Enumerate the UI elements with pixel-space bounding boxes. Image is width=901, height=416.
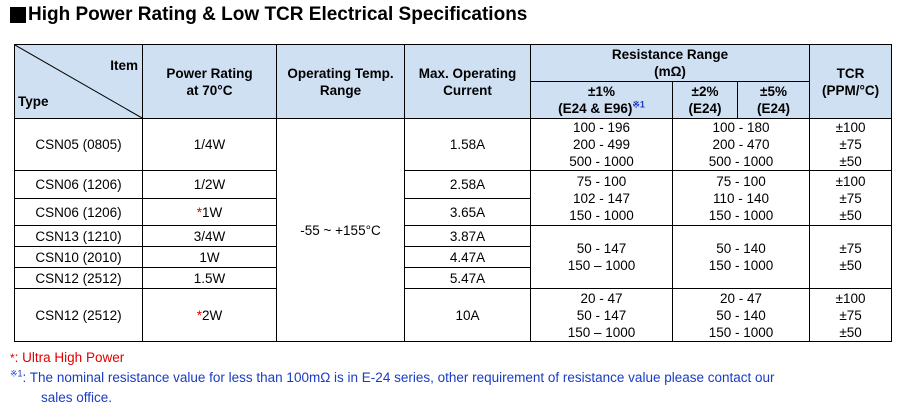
header-tcr: TCR (PPM/°C) — [809, 44, 893, 119]
header-resistance-range: Resistance Range (mΩ) — [529, 44, 811, 82]
table-cell-current: 2.58A — [404, 170, 531, 199]
header-item-label: Item — [110, 58, 138, 73]
table-cell-operating-temp: -55 ~ +155°C — [276, 118, 405, 342]
table-cell-power: 1W — [142, 246, 277, 268]
table-cell-tcr: ±100 ±75 ±50 — [809, 118, 893, 171]
header-operating-temp: Operating Temp. Range — [276, 44, 405, 119]
footnote-sales-office: sales office. — [41, 390, 113, 405]
table-cell-tol1: 20 - 47 50 - 147 150 – 1000 — [530, 288, 673, 342]
table-cell-type: CSN06 (1206) — [14, 198, 143, 226]
spec-table: Item Type Power Rating at 70°C Operating … — [14, 44, 893, 342]
table-cell-current: 3.87A — [404, 225, 531, 247]
header-power-rating: Power Rating at 70°C — [142, 44, 277, 119]
table-cell-power: 3/4W — [142, 225, 277, 247]
header-tol1: ±1% (E24 & E96)※1 — [530, 81, 673, 119]
header-tol2: ±2% (E24) — [672, 81, 738, 119]
table-cell-current: 3.65A — [404, 198, 531, 226]
table-cell-type: CSN13 (1210) — [14, 225, 143, 247]
table-cell-power: 1.5W — [142, 267, 277, 289]
title-square-icon — [10, 7, 26, 23]
table-cell-tol25: 75 - 100 110 - 140 150 - 1000 — [671, 170, 811, 226]
table-cell-power: 1/4W — [142, 118, 277, 171]
table-cell-tcr: ±100 ±75 ±50 — [809, 288, 893, 342]
table-cell-tol1: 75 - 100 102 - 147 150 - 1000 — [530, 170, 673, 226]
table-cell-current: 4.47A — [404, 246, 531, 268]
table-cell-tol1: 100 - 196 200 - 499 500 - 1000 — [530, 118, 673, 171]
page-title-text: High Power Rating & Low TCR Electrical S… — [28, 4, 528, 25]
table-cell-type: CSN06 (1206) — [14, 170, 143, 199]
header-max-current: Max. Operating Current — [404, 44, 531, 119]
footnote-ultra-high-power: *: Ultra High Power — [10, 350, 125, 365]
table-cell-type: CSN12 (2512) — [14, 288, 143, 342]
table-cell-tol25: 50 - 140 150 - 1000 — [671, 225, 811, 289]
diagonal-line — [15, 45, 142, 118]
table-cell-power: *2W — [142, 288, 277, 342]
table-cell-tcr: ±75 ±50 — [809, 225, 893, 289]
header-type-label: Type — [18, 94, 49, 109]
table-cell-type: CSN10 (2010) — [14, 246, 143, 268]
header-item-type: Item Type — [14, 44, 143, 119]
table-cell-power: *1W — [142, 198, 277, 226]
table-cell-type: CSN12 (2512) — [14, 267, 143, 289]
footnote-ref-mark: ※1 — [632, 99, 645, 110]
table-cell-current: 10A — [404, 288, 531, 342]
table-cell-tol1: 50 - 147 150 – 1000 — [530, 225, 673, 289]
table-cell-current: 1.58A — [404, 118, 531, 171]
footnotes: *: Ultra High Power ※1: The nominal resi… — [10, 348, 775, 408]
table-cell-tol25: 20 - 47 50 - 140 150 - 1000 — [671, 288, 811, 342]
page-title: High Power Rating & Low TCR Electrical S… — [10, 4, 527, 26]
table-cell-current: 5.47A — [404, 267, 531, 289]
table-cell-tcr: ±100 ±75 ±50 — [809, 170, 893, 226]
header-tol5: ±5% (E24) — [736, 81, 811, 119]
footnote-nominal-resistance: ※1: The nominal resistance value for les… — [10, 368, 775, 385]
table-cell-tol25: 100 - 180 200 - 470 500 - 1000 — [671, 118, 811, 171]
table-cell-type: CSN05 (0805) — [14, 118, 143, 171]
table-cell-power: 1/2W — [142, 170, 277, 199]
